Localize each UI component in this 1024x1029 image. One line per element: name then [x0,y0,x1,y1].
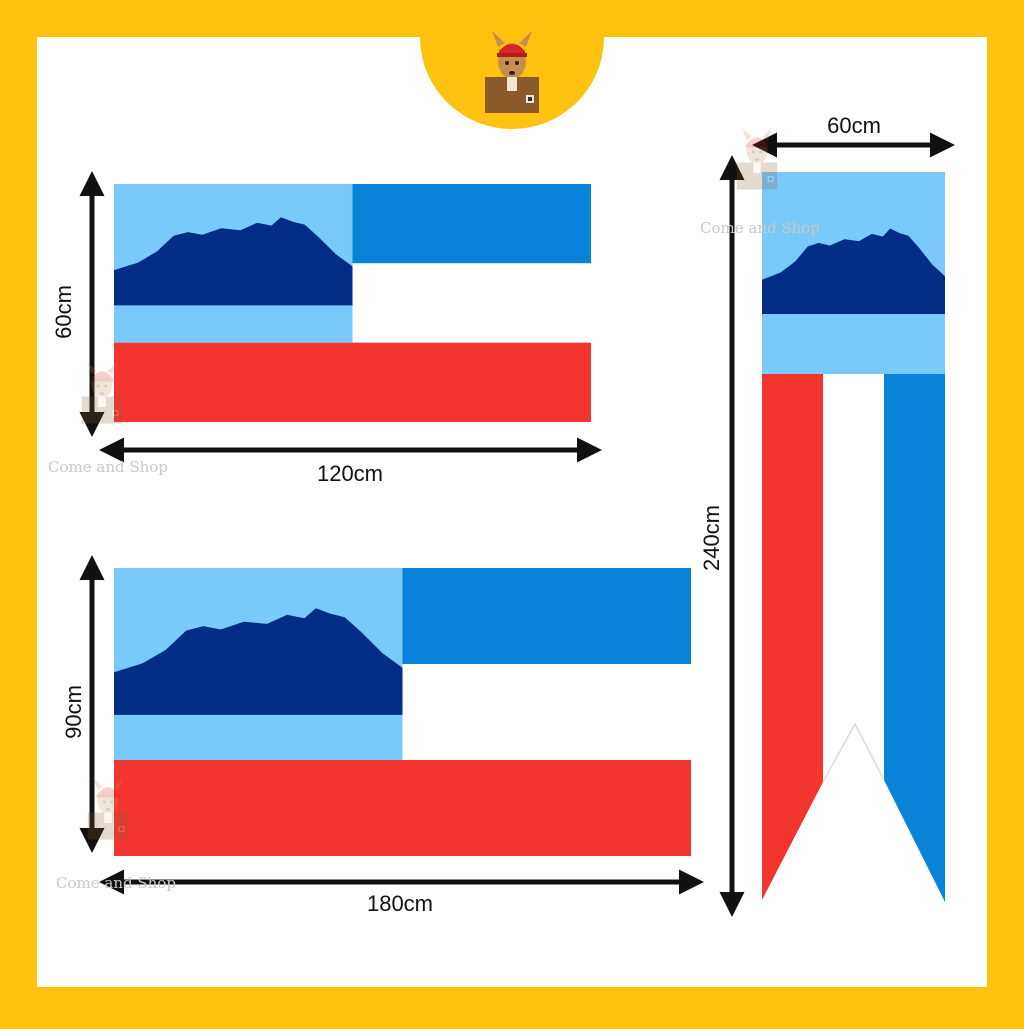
small-flag-width-label: 120cm [316,461,384,486]
large-flag-height-label: 90cm [61,685,86,739]
banner-height-label: 240cm [699,504,724,572]
white-band [352,263,591,343]
white-band [402,664,691,760]
small-flag-height-label: 60cm [51,285,76,339]
small-flag [114,184,591,422]
watermark-text: Come and Shop [48,458,168,476]
mount-kinabalu-silhouette [114,608,403,715]
mount-kinabalu-silhouette [114,217,353,306]
banner-width-label: 60cm [827,113,881,138]
blue-tail [884,374,945,902]
blue-band [402,568,691,664]
watermark-text: Come and Shop [700,219,820,237]
blue-band [352,184,591,264]
red-band [114,342,591,422]
vertical-banner [762,172,945,902]
tail-notch [822,722,885,783]
large-flag-width-label: 180cm [366,891,434,916]
mount-kinabalu-silhouette [762,228,945,314]
red-tail [762,374,823,900]
white-tail [823,374,884,782]
watermark-text: Come and Shop [56,874,176,892]
large-flag [114,568,691,856]
red-band [114,760,691,856]
